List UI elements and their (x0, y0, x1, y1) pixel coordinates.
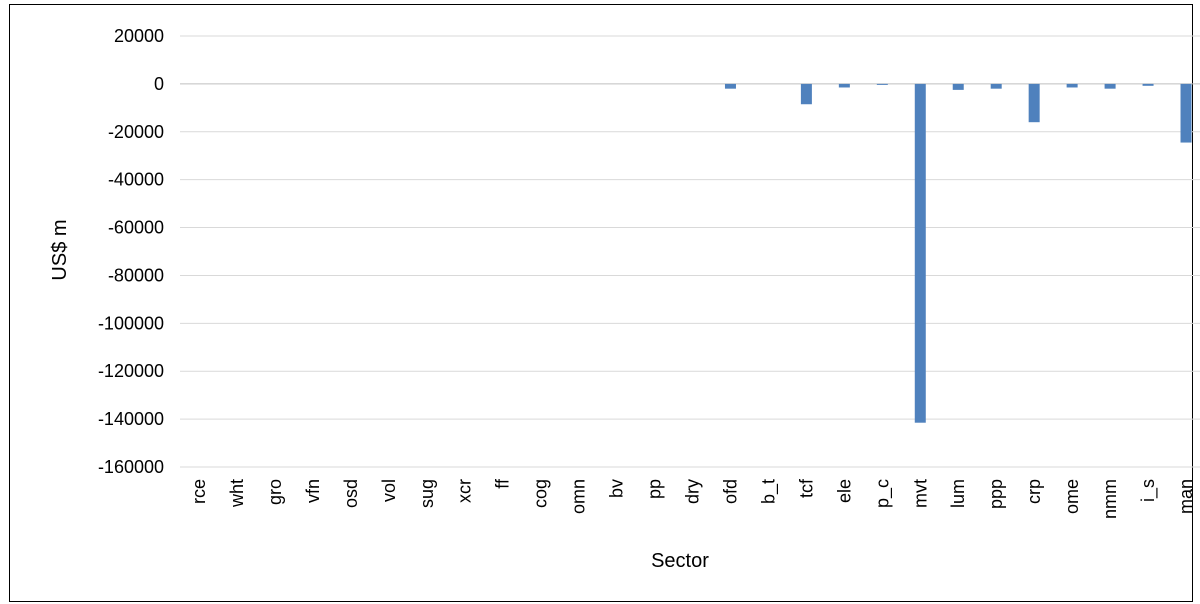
bar-mvt (914, 83, 926, 423)
y-tick-label: -120000 (98, 361, 164, 381)
x-tick-label: mvt (910, 479, 930, 508)
y-tick-label: -160000 (98, 457, 164, 477)
x-tick-label: wht (227, 479, 247, 508)
y-tick-labels: 20000 0 -20000 -40000 -60000 -80000 -100000 -12… (98, 26, 164, 477)
x-tick-label: lum (948, 479, 968, 508)
x-tick-labels: rce wht gro vfn osd vol sug xcr ff cog omn bv pp dry o… (189, 478, 1196, 519)
x-tick-label: osd (341, 479, 361, 508)
x-tick-label: ele (834, 479, 854, 503)
x-tick-label: bv (607, 479, 627, 498)
x-tick-label: b_t (758, 479, 779, 504)
x-tick-label: sug (417, 479, 437, 508)
x-tick-label: cog (531, 479, 551, 508)
bar-ppp (990, 83, 1002, 89)
x-tick-label: dry (683, 479, 703, 504)
x-tick-label: omn (569, 479, 589, 514)
x-tick-label: tcf (796, 478, 816, 498)
x-tick-label: pp (645, 479, 665, 499)
bar-man (1180, 83, 1192, 143)
gridlines (180, 35, 1200, 468)
bar-i_s (1142, 83, 1154, 86)
bar-ome (1066, 83, 1078, 88)
y-tick-label: 0 (154, 74, 164, 94)
bar-crp (1028, 83, 1040, 123)
y-tick-label: -40000 (108, 170, 164, 190)
x-tick-label: nmm (1100, 479, 1120, 519)
bars (724, 83, 1192, 423)
y-tick-label: -140000 (98, 409, 164, 429)
chart-frame (9, 4, 1193, 602)
bar-p_c (876, 83, 888, 85)
bar-lum (952, 83, 964, 90)
bar-ofd (724, 83, 736, 89)
y-tick-label: -20000 (108, 122, 164, 142)
x-tick-label: xcr (455, 479, 475, 503)
x-tick-label: gro (265, 479, 285, 505)
y-tick-label: 20000 (114, 26, 164, 46)
x-tick-label: vol (379, 479, 399, 502)
bar-ele (838, 83, 850, 88)
x-tick-label: i_s (1138, 479, 1159, 502)
x-tick-label: ff (493, 478, 513, 489)
x-axis-title: Sector (651, 550, 709, 572)
bar-tcf (800, 83, 812, 105)
x-tick-label: vfn (303, 479, 323, 503)
x-tick-label: ome (1062, 479, 1082, 514)
x-tick-label: man (1176, 479, 1196, 514)
x-tick-label: rce (189, 479, 209, 504)
y-tick-label: -60000 (108, 218, 164, 238)
y-tick-label: -100000 (98, 313, 164, 333)
x-tick-label: crp (1024, 479, 1044, 504)
y-tick-label: -80000 (108, 265, 164, 285)
y-axis-title: US$ m (49, 219, 71, 280)
x-tick-label: p_c (872, 479, 893, 508)
bar-nmm (1104, 83, 1116, 89)
x-tick-label: ofd (720, 479, 740, 504)
x-tick-label: ppp (986, 479, 1006, 509)
